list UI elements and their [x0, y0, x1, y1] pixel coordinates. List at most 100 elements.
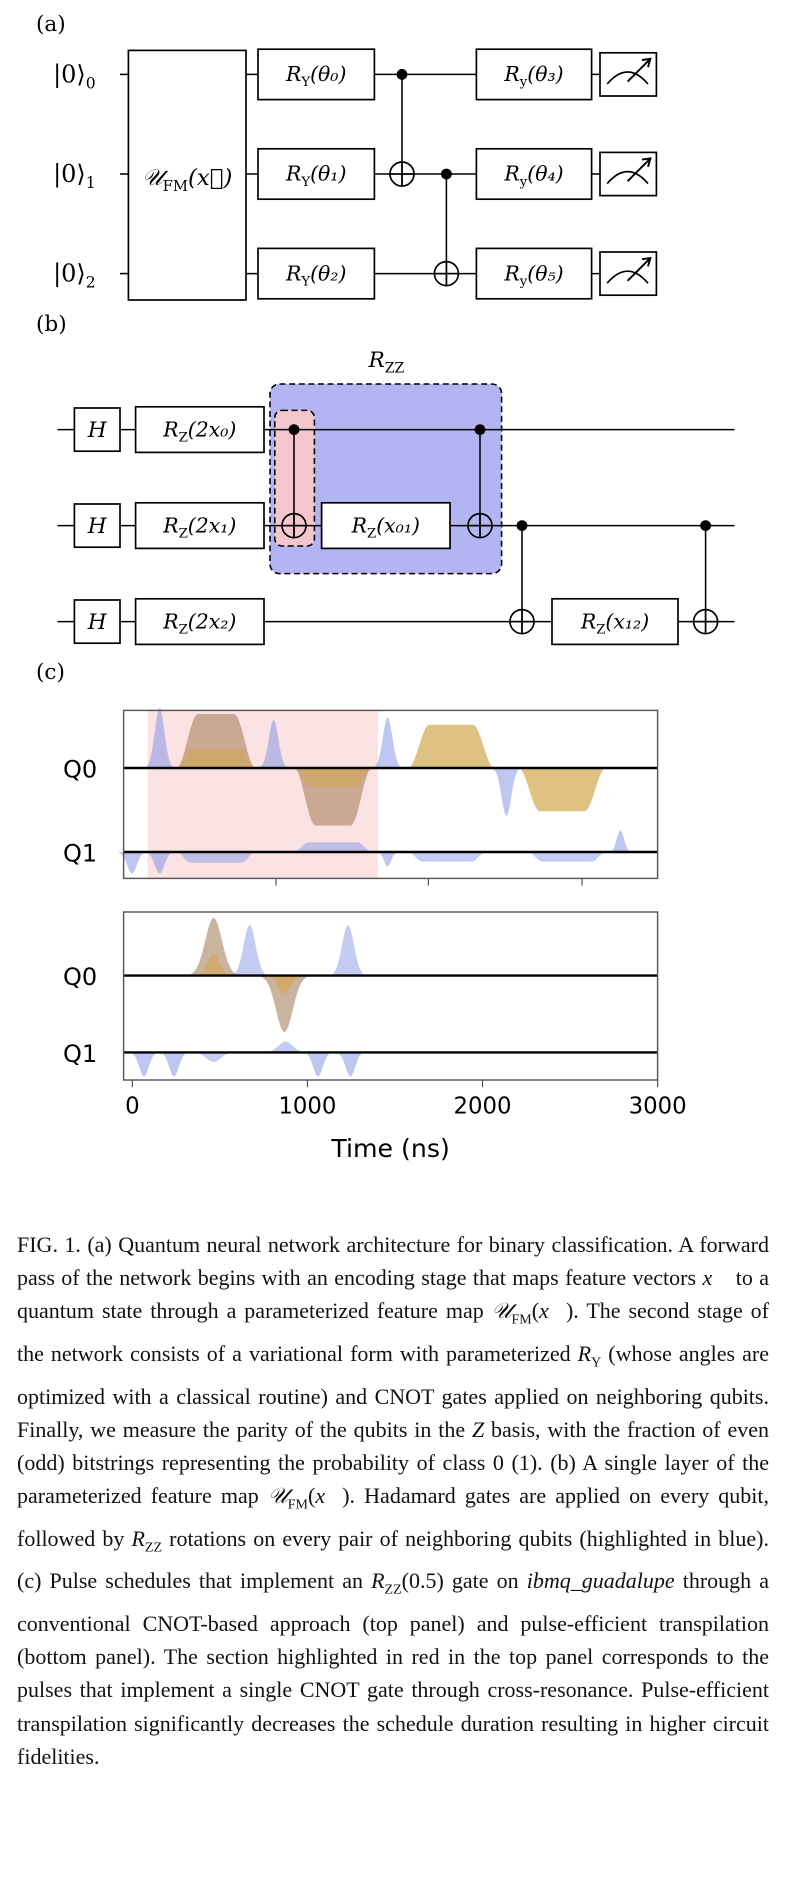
gate-label: RZ(2x₀) — [162, 417, 236, 445]
gate-box — [257, 147, 376, 201]
cnot-control — [441, 168, 452, 180]
gate-box — [475, 48, 593, 101]
math-base: R — [351, 513, 367, 537]
caption-math: x⃗ — [315, 1483, 343, 1509]
caption-math: x⃗ — [539, 1298, 566, 1324]
math-sub: Z — [367, 526, 376, 541]
math-arg: (2x₀) — [188, 417, 237, 441]
math-arg: (2x₂) — [188, 609, 237, 633]
math-base: R — [285, 261, 301, 285]
gate-box — [475, 147, 593, 201]
cnot-control — [474, 424, 486, 435]
hadamard-label: H — [87, 418, 108, 443]
cnot-control — [516, 520, 528, 531]
caption: FIG. 1. (a) Quantum neural network archi… — [17, 1228, 769, 1773]
caption-text: (0.5) gate on — [401, 1568, 527, 1594]
gate-box — [73, 407, 121, 453]
gate-label: Ry(θ₃) — [503, 62, 563, 90]
pulse — [373, 717, 402, 768]
math-base: R — [503, 261, 519, 285]
pulse — [303, 1052, 333, 1077]
pulse — [145, 708, 174, 768]
caption-text: (whose angles are optimized with a class… — [17, 1341, 769, 1442]
channel-label: Q1 — [63, 1040, 97, 1068]
gate-label: RZ(2x₂) — [162, 609, 236, 637]
math-arg: (2x₁) — [188, 513, 237, 537]
caption-math: R — [371, 1568, 385, 1594]
caption-subscript: ZZ — [144, 1540, 162, 1556]
math-base: R — [285, 162, 301, 186]
gate-label: RY(θ₀) — [285, 62, 347, 90]
caption-text: rotations on every pair of neighboring q… — [17, 1525, 769, 1594]
gate-label: RZ(x₀₁) — [351, 513, 420, 541]
gate-label: Ry(θ₄) — [503, 162, 563, 190]
gate-box — [134, 405, 265, 454]
math-arg: (x₀₁) — [376, 513, 420, 537]
caption-subscript: ZZ — [384, 1582, 402, 1598]
math-sub: Z — [179, 430, 188, 445]
pulse — [176, 852, 256, 863]
math-sub: Y — [300, 175, 310, 190]
caption-math: R — [577, 1341, 592, 1366]
gate-box — [320, 501, 451, 550]
x-tick-label: 0 — [125, 1094, 140, 1120]
math-sub: 2 — [86, 274, 96, 292]
ket: |0⟩ — [53, 260, 86, 289]
math-sub: y — [519, 274, 528, 289]
math-arg: (θ₀) — [310, 62, 346, 86]
caption-subscript: Y — [591, 1355, 602, 1371]
caption-subscript: FM — [287, 1497, 308, 1513]
channel-label: Q0 — [63, 963, 97, 991]
math-base: R — [285, 62, 301, 86]
hadamard-label: H — [87, 514, 108, 539]
pulse — [376, 852, 399, 867]
math-sub: 1 — [86, 174, 96, 192]
gate-label: RY(θ₁) — [285, 162, 347, 190]
caption-math: R — [131, 1525, 145, 1551]
pulse — [117, 852, 147, 874]
pulse — [231, 925, 268, 976]
math-sub: y — [519, 175, 528, 190]
math-base: R — [503, 62, 519, 86]
gate-box — [73, 599, 121, 645]
pulse — [188, 918, 239, 976]
pulse — [408, 724, 495, 768]
pulse — [264, 1041, 308, 1053]
math-sub: 0 — [86, 74, 96, 92]
math-sub: FM — [163, 178, 188, 195]
math-sub: Y — [300, 274, 310, 289]
meter — [606, 71, 649, 85]
caption-math: x⃗ — [702, 1265, 730, 1291]
pulse — [336, 1052, 365, 1077]
caption-text: ( — [307, 1483, 316, 1509]
pulse — [408, 852, 486, 862]
caption-text: ). The second stage of the network consi… — [17, 1298, 769, 1366]
math-sub: y — [519, 75, 528, 90]
math-sub: Z — [179, 622, 188, 637]
math-arg: (θ₅) — [527, 261, 563, 285]
caption-subscript: FM — [511, 1312, 532, 1328]
gate-label: RZ(2x₁) — [162, 513, 236, 541]
gate-box — [73, 503, 121, 549]
meter — [606, 170, 649, 185]
caption-math: 𝒰 — [491, 1298, 512, 1324]
pulse — [259, 975, 310, 1032]
pulse — [259, 720, 288, 768]
caption-math: Z — [471, 1416, 485, 1442]
gate-box — [134, 501, 265, 550]
channel-label: Q0 — [63, 756, 97, 784]
caption-text: basis, with the fraction of even (odd) b… — [17, 1416, 769, 1509]
gate-label: |0⟩1 — [53, 160, 96, 192]
caption-math: ibmq_guadalupe — [526, 1568, 675, 1594]
channel-label: Q1 — [63, 840, 97, 868]
math-base: R — [503, 162, 519, 186]
gate-box — [127, 49, 247, 301]
math-arg: (x⃗) — [188, 165, 232, 191]
math-base: R — [580, 609, 596, 633]
meter-arrow — [626, 57, 652, 83]
cnot-control — [700, 520, 711, 531]
pulse — [266, 975, 303, 994]
pulse — [294, 842, 372, 852]
x-tick-label: 1000 — [278, 1094, 336, 1120]
